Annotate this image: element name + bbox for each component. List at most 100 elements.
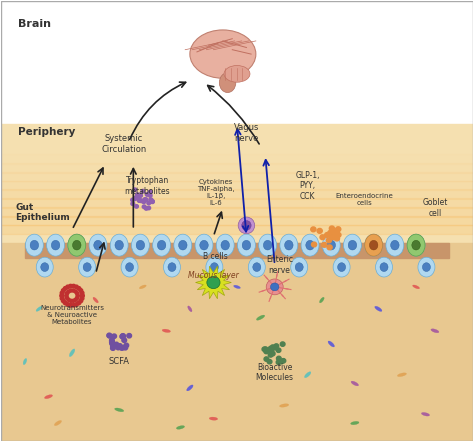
Circle shape [79,289,82,292]
Circle shape [149,191,153,194]
Circle shape [127,349,131,354]
Circle shape [150,201,154,205]
Circle shape [113,338,118,342]
Circle shape [150,206,154,209]
Circle shape [137,200,140,204]
Text: Brain: Brain [18,19,51,29]
Ellipse shape [115,408,124,412]
Circle shape [119,343,124,348]
Circle shape [137,201,140,204]
Ellipse shape [190,30,256,78]
Circle shape [268,357,273,362]
Circle shape [114,348,119,352]
Ellipse shape [131,234,149,256]
Circle shape [147,195,151,198]
Ellipse shape [69,349,75,357]
Ellipse shape [421,412,429,416]
Ellipse shape [89,234,107,256]
Circle shape [271,351,275,356]
Circle shape [75,297,79,300]
Ellipse shape [153,234,171,256]
Ellipse shape [162,329,171,332]
Ellipse shape [391,240,399,250]
Circle shape [138,206,142,209]
Text: Tryptophan
metabolites: Tryptophan metabolites [125,176,170,195]
Circle shape [324,240,329,244]
Ellipse shape [110,234,128,256]
Ellipse shape [397,373,407,377]
Circle shape [273,346,278,350]
Circle shape [333,239,338,244]
Circle shape [325,244,330,249]
Circle shape [111,332,116,337]
Ellipse shape [242,240,251,250]
Circle shape [135,203,138,207]
Bar [1,216,473,225]
Bar [25,243,449,258]
Circle shape [120,339,125,343]
Circle shape [126,337,131,341]
Ellipse shape [304,372,311,378]
Text: Bioactive
Molecules: Bioactive Molecules [255,363,294,382]
Circle shape [143,202,147,206]
Ellipse shape [179,240,187,250]
Circle shape [74,303,78,306]
Circle shape [74,290,77,293]
Ellipse shape [375,257,392,277]
Ellipse shape [259,234,277,256]
Circle shape [311,229,316,234]
Circle shape [108,346,113,350]
Bar [1,207,473,217]
Ellipse shape [375,306,382,312]
Ellipse shape [280,404,289,407]
Ellipse shape [348,240,357,250]
Circle shape [69,289,73,292]
Ellipse shape [45,395,53,399]
Ellipse shape [327,240,336,250]
Ellipse shape [386,234,404,256]
Text: Goblet
cell: Goblet cell [422,198,447,217]
Bar [1,154,473,164]
Ellipse shape [200,240,208,250]
Circle shape [64,286,67,290]
Ellipse shape [176,426,184,429]
Text: SCFA: SCFA [109,357,130,366]
Ellipse shape [36,257,53,277]
Circle shape [132,201,136,204]
Ellipse shape [224,65,250,82]
Circle shape [121,340,126,345]
Circle shape [327,228,331,232]
Ellipse shape [264,240,272,250]
Circle shape [138,188,142,191]
Circle shape [112,339,117,343]
Circle shape [77,286,81,290]
Circle shape [135,203,139,207]
Circle shape [121,345,126,350]
Circle shape [149,194,153,198]
Circle shape [138,202,141,205]
Circle shape [275,358,280,362]
Bar [1,172,473,182]
Circle shape [266,341,271,346]
Ellipse shape [68,234,86,256]
Ellipse shape [380,263,388,271]
Ellipse shape [68,234,86,256]
Ellipse shape [351,381,358,386]
Ellipse shape [253,263,261,271]
Circle shape [146,205,149,208]
Circle shape [312,245,318,250]
Bar [1,198,473,208]
Circle shape [147,195,151,198]
Text: Cytokines
TNF-alpha,
IL-1β,
IL-6: Cytokines TNF-alpha, IL-1β, IL-6 [197,179,235,206]
Circle shape [60,294,64,297]
Text: Enteric
nerve: Enteric nerve [266,255,293,274]
Circle shape [133,194,137,198]
Circle shape [81,294,84,297]
Ellipse shape [174,234,192,256]
Circle shape [74,285,78,289]
Ellipse shape [407,234,425,256]
Circle shape [76,294,79,297]
Circle shape [66,285,70,289]
Circle shape [67,290,70,293]
Circle shape [77,301,81,305]
